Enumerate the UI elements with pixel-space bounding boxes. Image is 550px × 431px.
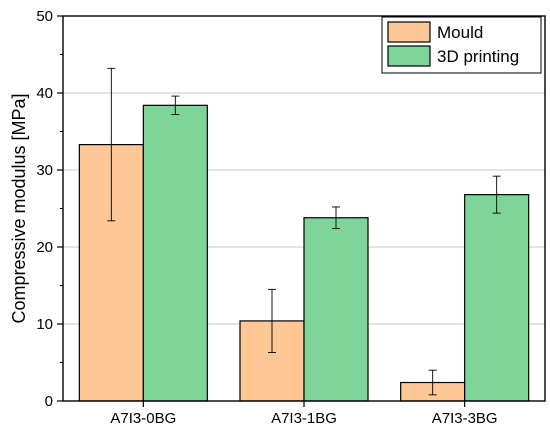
bars: [78, 104, 530, 402]
x-tick-label: A7I3-1BG: [271, 410, 337, 427]
x-tick-label: A7I3-0BG: [110, 410, 176, 427]
x-tick-label: A7I3-3BG: [432, 410, 498, 427]
legend: Mould 3D printing: [381, 16, 542, 74]
axes: [57, 15, 546, 407]
legend-label-mould: Mould: [437, 23, 483, 42]
bar-3d-printing-A7I3-0BG: [142, 104, 208, 402]
y-tick-label: 20: [36, 239, 53, 256]
error-bars: [107, 67, 501, 396]
y-tick-label: 30: [36, 162, 53, 179]
bar-3d-printing-A7I3-1BG: [303, 217, 369, 402]
legend-swatch-3d-printing: [387, 45, 431, 67]
y-tick-label: 50: [36, 8, 53, 25]
bar-3d-printing-A7I3-3BG: [464, 194, 530, 402]
y-axis-title: Compressive modulus [MPa]: [9, 93, 29, 323]
legend-swatch-mould: [387, 21, 431, 43]
legend-label-3d-printing: 3D printing: [437, 47, 519, 66]
y-tick-label: 10: [36, 316, 53, 333]
y-tick-label: 40: [36, 85, 53, 102]
y-tick-label: 0: [45, 393, 53, 410]
tick-labels: A7I3-0BG A7I3-1BG A7I3-3BG 0 10 20 30 40 50: [36, 8, 497, 427]
